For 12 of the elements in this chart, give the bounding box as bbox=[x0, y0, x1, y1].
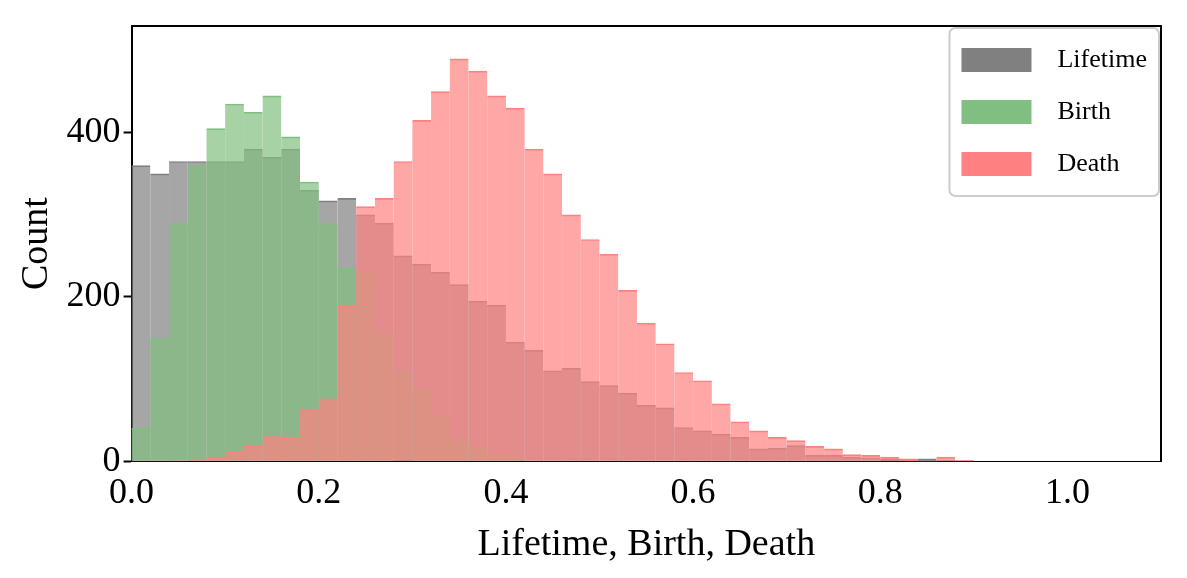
legend-label: Death bbox=[1057, 147, 1120, 177]
x-tick-label: 0.8 bbox=[857, 471, 903, 512]
legend-label: Birth bbox=[1057, 95, 1111, 125]
legend-label: Lifetime bbox=[1057, 43, 1147, 73]
y-tick-label: 200 bbox=[66, 274, 121, 315]
y-axis-title: Count bbox=[12, 196, 55, 291]
x-tick-label: 0.4 bbox=[483, 471, 529, 512]
x-tick-label: 0.6 bbox=[670, 471, 716, 512]
x-axis-title: Lifetime, Birth, Death bbox=[477, 521, 816, 564]
x-tick-label: 0.2 bbox=[296, 471, 342, 512]
y-tick-label: 400 bbox=[66, 110, 121, 151]
x-tick-label: 1.0 bbox=[1044, 471, 1090, 512]
